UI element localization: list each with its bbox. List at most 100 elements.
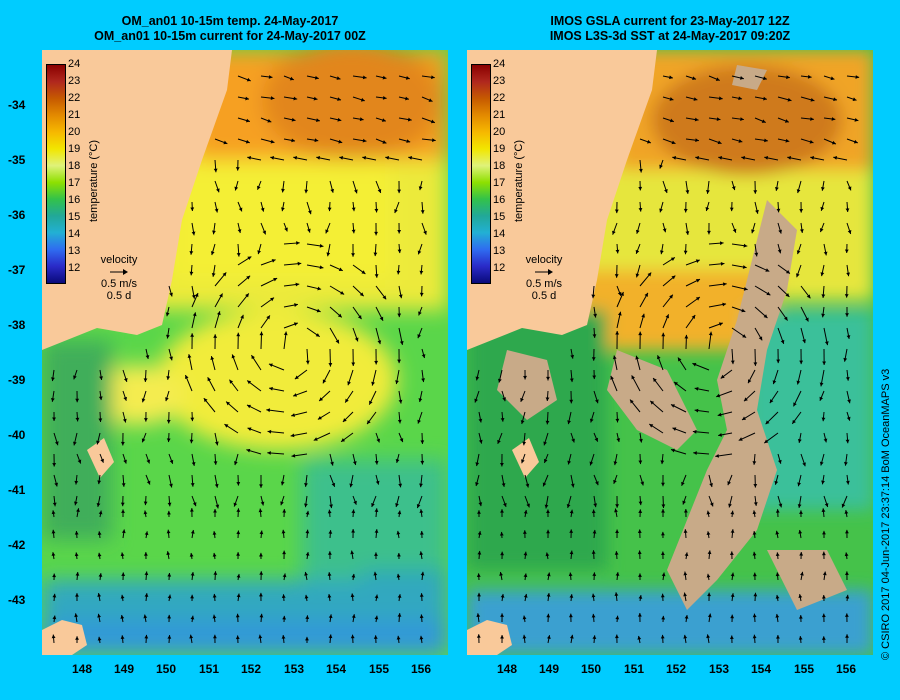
current-vector-head (669, 75, 673, 80)
current-vector-head (190, 594, 194, 599)
current-vector-head (396, 635, 401, 640)
current-vector-head (245, 139, 250, 144)
current-vector-head (592, 635, 597, 640)
current-vector-head (499, 572, 503, 576)
current-vector-head (520, 397, 524, 402)
colorbar-tick: 17 (493, 177, 506, 189)
current-vector-head (419, 614, 424, 619)
current-vector-head (752, 572, 757, 577)
current-vector-head (787, 156, 792, 160)
current-vector-head (821, 294, 826, 298)
current-vector-head (97, 480, 102, 485)
current-vector-head (776, 359, 781, 364)
current-vector-head (143, 614, 148, 619)
current-vector-head (783, 316, 788, 321)
colorbar-tick: 12 (493, 262, 506, 274)
current-vector-head (638, 501, 643, 506)
current-vector-head (845, 377, 850, 381)
current-vector-head (810, 117, 814, 121)
current-vector-head (430, 119, 435, 124)
current-vector-head (374, 615, 379, 620)
left-map (42, 50, 448, 655)
current-vector-head (212, 230, 216, 235)
current-vector-head (845, 571, 849, 575)
current-vector-head (398, 399, 403, 404)
current-vector-head (742, 416, 747, 420)
current-vector-head (395, 459, 400, 463)
current-vector-head (669, 118, 674, 123)
current-vector-head (419, 593, 424, 597)
current-vectors (474, 74, 860, 644)
current-vector-head (844, 294, 849, 298)
current-vector-head (350, 550, 355, 555)
current-vector-head (671, 448, 675, 453)
lat-tick: -42 (8, 538, 26, 552)
current-vector-head (500, 613, 504, 617)
current-vector-head (638, 573, 642, 577)
current-vector-head (330, 188, 335, 193)
current-vector-head (51, 510, 56, 515)
current-vector-head (671, 275, 676, 280)
current-vector-head (52, 615, 57, 620)
current-vector-head (523, 375, 527, 380)
current-vector-head (374, 529, 379, 533)
current-vector-head (420, 460, 425, 465)
current-vector-head (408, 156, 413, 160)
current-vector-head (525, 483, 530, 488)
current-vector-head (741, 156, 746, 160)
current-vector-head (351, 362, 356, 367)
current-vector-head (616, 438, 621, 443)
current-vector-head (341, 438, 346, 442)
current-vector-head (775, 594, 780, 599)
current-vector-head (52, 463, 57, 467)
cloud-mask (497, 65, 847, 610)
current-vector-head (270, 297, 275, 302)
current-vector-head (499, 531, 504, 536)
current-vector-head (379, 316, 384, 321)
current-vector-head (830, 76, 835, 81)
current-vector-head (313, 96, 318, 101)
current-vector-head (546, 529, 550, 534)
current-vector-head (614, 209, 619, 214)
current-vector-head (167, 572, 172, 577)
current-vector-head (683, 208, 688, 213)
current-vector-head (229, 379, 234, 384)
current-vector-head (706, 634, 711, 639)
current-vector-head (718, 156, 723, 160)
current-vector-head (189, 439, 194, 444)
current-vector-head (569, 509, 574, 514)
current-vector-head (123, 377, 128, 382)
current-vector-head (167, 594, 172, 599)
current-vector-head (637, 529, 642, 534)
current-vector-head (845, 529, 849, 534)
colorbar-tick: 13 (493, 245, 506, 257)
current-vector-head (502, 397, 506, 402)
current-vector-head (145, 355, 150, 359)
current-vector-head (75, 572, 80, 576)
current-vector-head (497, 439, 501, 444)
current-vector-head (257, 250, 262, 255)
current-vector-head (216, 188, 220, 193)
current-vector-head (347, 381, 351, 386)
current-vector-head (304, 503, 308, 508)
current-vector-head (189, 271, 194, 276)
current-vector-head (630, 399, 634, 404)
current-vector-head (75, 636, 79, 640)
lat-tick: -37 (8, 263, 26, 277)
current-vector-head (351, 573, 356, 578)
current-vector-head (190, 333, 195, 337)
current-vector-head (685, 190, 690, 194)
current-vector-head (359, 292, 364, 297)
lat-tick: -39 (8, 373, 26, 387)
current-vector-head (315, 333, 320, 337)
current-vector-head (203, 398, 208, 403)
current-vector-head (738, 437, 743, 441)
current-vector-head (692, 362, 697, 367)
current-vector-head (327, 594, 332, 598)
current-vector-head (730, 510, 735, 515)
current-vector-head (76, 508, 80, 513)
current-vector-head (821, 613, 826, 618)
current-vector-head (670, 404, 675, 408)
current-vector-head (295, 282, 300, 287)
current-vector-head (259, 530, 264, 535)
